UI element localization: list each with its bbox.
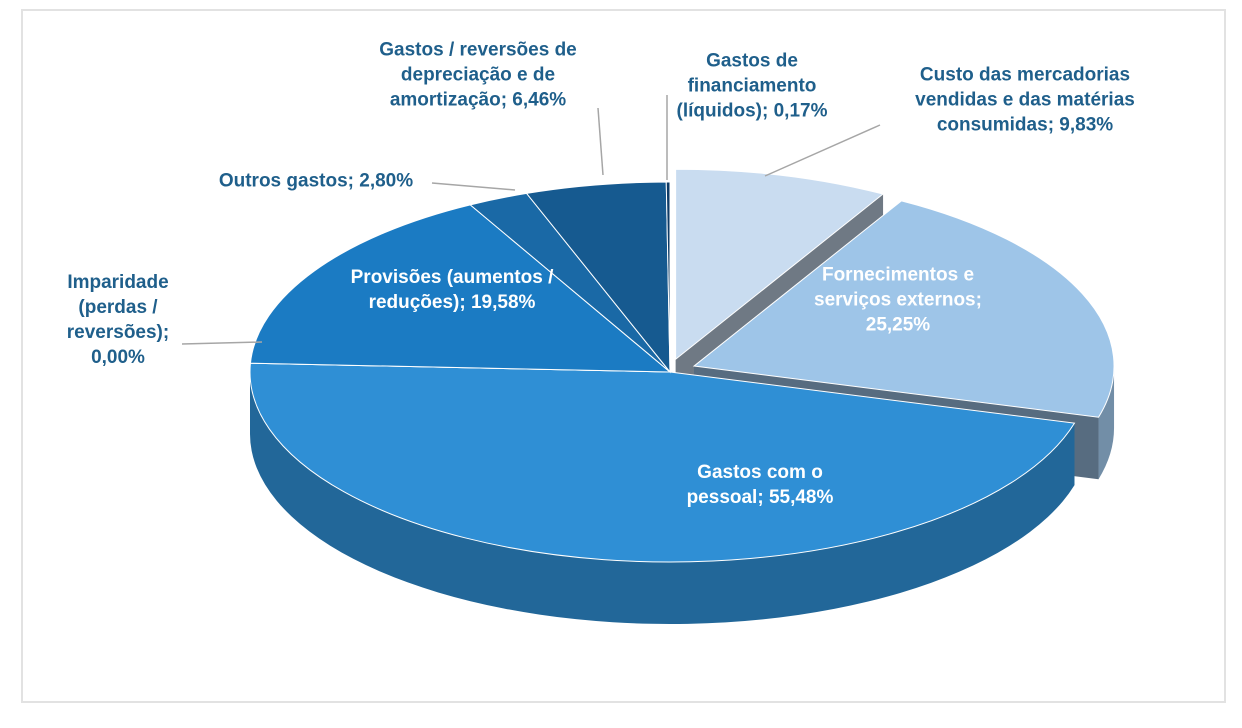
label-separator: ; [459,292,471,313]
data-label: Gastos com o pessoal; 55,48% [660,460,860,510]
data-label: Provisões (aumentos / reduções); 19,58% [327,265,577,315]
label-separator: ; [762,100,774,122]
label-value: 9,83% [1059,114,1114,136]
label-category: Gastos com o pessoal [686,462,823,508]
label-value: 25,25% [865,314,931,336]
label-value: 6,46% [512,89,567,111]
pie-slice [525,181,671,374]
label-category: Imparidade (perdas / reversões) [66,272,169,343]
label-separator: ; [347,170,360,192]
pie-slice [249,204,672,373]
label-category: Custo das mercadorias vendidas e das mat… [915,64,1135,136]
label-value: 19,58% [470,292,536,313]
label-category: Outros gastos [218,170,348,192]
leader-line [597,107,604,176]
pie-tops [249,168,1115,563]
label-category: Provisões (aumentos / reduções) [350,267,554,313]
pie-slice-side [1098,366,1115,480]
label-value: 0,17% [773,100,828,122]
leader-line [431,182,516,191]
data-label: Custo das mercadorias vendidas e das mat… [890,63,1160,138]
pie-slice-side [250,372,1075,624]
leader-line [181,341,263,345]
pie-slice [665,181,671,373]
chart-border [21,9,1226,703]
label-separator: ; [1047,114,1060,136]
data-label: Outros gastos; 2,80% [186,169,446,194]
data-label: Gastos de financiamento (líquidos); 0,17… [657,49,847,124]
label-separator: ; [757,487,769,508]
label-category: Fornecimentos e serviços externos [814,264,976,311]
data-label: Fornecimentos e serviços externos; 25,25… [783,263,1013,338]
leader-line [764,124,881,177]
label-value: 2,80% [359,170,414,192]
pie-slice [249,362,1076,563]
label-category: Gastos de financiamento (líquidos) [676,50,817,122]
pie-slice [692,200,1115,418]
label-separator: ; [500,89,513,111]
data-label: Gastos / reversões de depreciação e de a… [343,38,613,113]
pie-slice [675,168,885,361]
data-label: Imparidade (perdas / reversões); 0,00% [43,270,193,370]
label-value: 55,48% [768,487,834,508]
label-value: 0,00% [91,347,145,368]
label-separator: ; [162,322,170,343]
label-separator: ; [975,289,982,311]
label-category: Gastos / reversões de depreciação e de a… [379,39,577,111]
